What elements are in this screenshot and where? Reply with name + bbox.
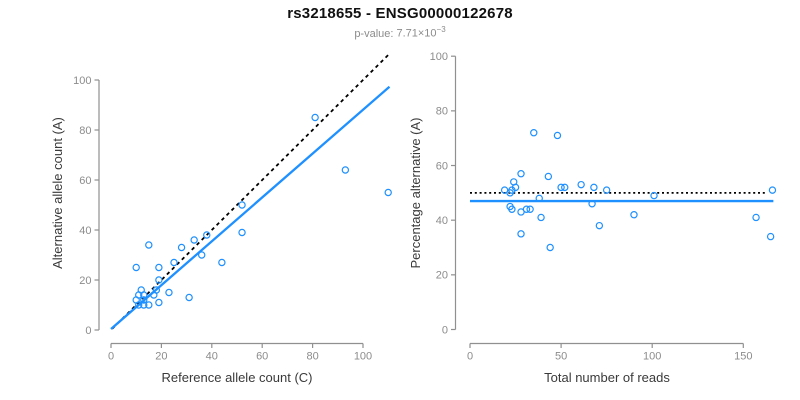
y-tick-label: 60 bbox=[79, 175, 91, 187]
data-point bbox=[766, 232, 775, 241]
y-tick-label: 20 bbox=[79, 275, 91, 287]
data-point bbox=[384, 188, 392, 197]
data-point bbox=[135, 301, 143, 309]
data-point bbox=[768, 186, 777, 194]
data-point bbox=[530, 129, 538, 137]
y-tick-label: 100 bbox=[73, 75, 91, 87]
pvalue-label: p-value: bbox=[354, 27, 394, 40]
x-tick-label: 50 bbox=[555, 351, 567, 363]
data-point bbox=[522, 205, 531, 213]
data-point bbox=[526, 205, 534, 213]
allele-counts-plot: 0 20 40 60 80 100 0 20 40 60 80 100 Reference allele… bbox=[50, 54, 392, 385]
y-tick-label: 0 bbox=[442, 324, 448, 336]
pvalue-exponent: −3 bbox=[436, 25, 446, 34]
data-point bbox=[553, 131, 562, 140]
data-point bbox=[198, 251, 206, 259]
data-point bbox=[537, 213, 545, 222]
plot-title: rs3218655 - ENSG00000122678 bbox=[287, 5, 513, 22]
data-point bbox=[595, 221, 604, 230]
x-tick-label: 80 bbox=[306, 351, 318, 363]
data-point bbox=[155, 298, 163, 307]
y-tick-label: 40 bbox=[79, 225, 91, 237]
data-point bbox=[588, 200, 596, 208]
data-point bbox=[145, 301, 153, 309]
data-point bbox=[508, 205, 516, 213]
data-points bbox=[132, 113, 392, 309]
data-point bbox=[577, 180, 585, 189]
data-point bbox=[341, 166, 350, 174]
y-tick-label: 60 bbox=[436, 160, 448, 172]
y-tick-label: 20 bbox=[436, 270, 448, 282]
data-point bbox=[140, 296, 148, 304]
x-tick-label: 0 bbox=[467, 351, 473, 363]
y-tick-label: 40 bbox=[436, 215, 448, 227]
data-point bbox=[311, 113, 319, 122]
data-point bbox=[155, 276, 163, 284]
regression-line bbox=[110, 85, 391, 330]
data-point bbox=[557, 183, 565, 192]
data-point bbox=[140, 301, 148, 309]
y-axis-label: Percentage alternative (A) bbox=[408, 117, 423, 268]
data-point bbox=[132, 263, 140, 272]
x-axis-label: Total number of reads bbox=[544, 370, 670, 385]
data-points bbox=[500, 129, 777, 252]
data-point bbox=[506, 189, 514, 197]
pvalue-mantissa: 7.71 bbox=[396, 27, 418, 40]
percentage-vs-reads-plot: 0 20 40 60 80 100 0 50 100 150 Total number of rea… bbox=[408, 51, 777, 385]
data-point bbox=[650, 191, 658, 200]
y-axis bbox=[451, 55, 457, 331]
x-axis bbox=[110, 342, 364, 348]
data-point bbox=[517, 230, 525, 238]
data-point bbox=[238, 201, 246, 209]
data-point bbox=[177, 243, 186, 252]
data-point bbox=[165, 288, 173, 297]
data-point bbox=[190, 236, 198, 244]
data-point bbox=[238, 228, 246, 237]
data-point bbox=[150, 291, 158, 299]
x-tick-label: 100 bbox=[643, 351, 661, 363]
data-point bbox=[590, 183, 598, 192]
data-point bbox=[602, 186, 611, 194]
data-point bbox=[630, 211, 638, 219]
data-point bbox=[145, 241, 153, 249]
data-point bbox=[140, 291, 148, 299]
y-axis bbox=[94, 79, 100, 331]
x-tick-label: 20 bbox=[155, 351, 167, 363]
x-axis-label: Reference allele count (C) bbox=[161, 370, 312, 385]
x-tick-label: 0 bbox=[108, 351, 114, 363]
data-point bbox=[752, 213, 760, 222]
data-point bbox=[218, 258, 226, 267]
data-point bbox=[544, 172, 553, 181]
y-axis-label: Alternative allele count (A) bbox=[50, 117, 65, 269]
data-point bbox=[185, 293, 193, 302]
x-tick-label: 60 bbox=[256, 351, 268, 363]
y-tick-label: 80 bbox=[79, 125, 91, 137]
data-point bbox=[561, 183, 569, 192]
y-tick-label: 80 bbox=[436, 106, 448, 118]
y-tick-label: 100 bbox=[430, 51, 448, 63]
data-point bbox=[203, 231, 211, 239]
data-point bbox=[546, 243, 554, 252]
x-tick-label: 150 bbox=[734, 351, 752, 363]
x-axis bbox=[469, 342, 744, 348]
plot-subtitle: p-value: 7.71×10−3 bbox=[0, 25, 800, 40]
x-tick-label: 100 bbox=[354, 351, 372, 363]
x-tick-label: 40 bbox=[206, 351, 218, 363]
pvalue-base: ×10 bbox=[417, 27, 437, 40]
y-tick-label: 0 bbox=[85, 325, 91, 337]
data-point bbox=[535, 194, 543, 203]
data-point bbox=[155, 263, 163, 272]
data-point bbox=[517, 170, 525, 178]
data-point bbox=[170, 258, 178, 267]
